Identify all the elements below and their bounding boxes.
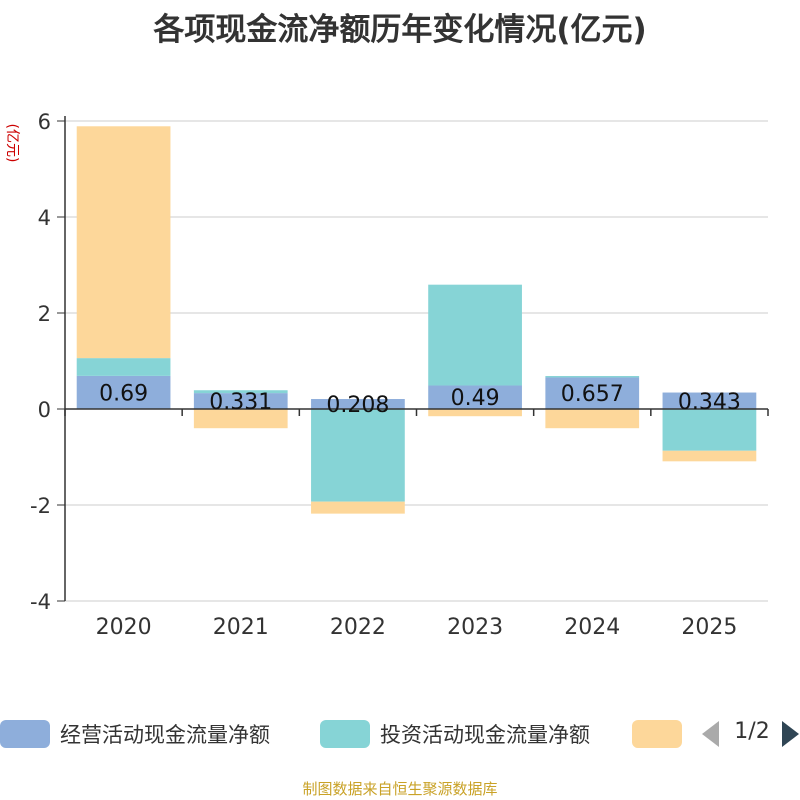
bar-3-2021	[193, 409, 288, 429]
y-axis-title: (亿元)	[4, 124, 20, 163]
data-label-2023: 0.49	[451, 386, 500, 411]
legend-pager: 1/2	[700, 716, 800, 752]
bar-3-2020	[76, 126, 171, 359]
chart-title: 各项现金流净额历年变化情况(亿元)	[153, 12, 647, 48]
x-tick-label-2023: 2023	[447, 615, 503, 640]
bar-1-2022	[311, 399, 405, 409]
bar-1-2021	[193, 393, 288, 409]
source-note: 制图数据来自恒生聚源数据库	[302, 780, 498, 798]
bar-1-2020	[76, 375, 171, 409]
axis-layer: -4 -2 0 2 4 6 (亿元) 2020 2021 2022 2023 2024 2025	[4, 110, 769, 640]
legend-label-investing: 投资活动现金流量净额	[380, 723, 590, 747]
x-tick-label-2024: 2024	[564, 615, 620, 640]
legend-swatch-operating	[0, 720, 50, 748]
bar-3-2022	[311, 501, 405, 514]
x-tick-label-2025: 2025	[681, 615, 737, 640]
legend-item-investing[interactable]: 投资活动现金流量净额	[320, 716, 590, 752]
x-tick-label-2022: 2022	[330, 615, 386, 640]
grid-layer	[65, 120, 768, 602]
y-tick-label: -4	[30, 590, 51, 614]
data-label-2021: 0.331	[209, 390, 272, 415]
x-tick-label-2020: 2020	[96, 615, 152, 640]
bar-1-2023	[428, 385, 522, 409]
bar-3-2023	[428, 409, 522, 417]
y-tick-label: -2	[30, 494, 51, 518]
legend-swatch-financing	[632, 720, 682, 748]
bar-2-2023	[428, 284, 522, 386]
bar-1-2024	[545, 377, 640, 409]
legend-swatch-investing	[320, 720, 370, 748]
bar-2-2022	[311, 409, 405, 502]
bar-2-2024	[545, 376, 640, 378]
legend-label-operating: 经营活动现金流量净额	[60, 723, 270, 747]
data-label-2024: 0.657	[561, 382, 624, 407]
y-tick-label: 6	[38, 110, 51, 134]
bar-1-2025	[662, 392, 757, 409]
label-layer: 0.69 0.331 0.208 0.49 0.657 0.343	[99, 381, 741, 418]
pager-prev-icon[interactable]	[702, 721, 719, 747]
legend-item-financing[interactable]	[632, 716, 682, 752]
bar-2-2025	[662, 409, 757, 451]
legend-item-operating[interactable]: 经营活动现金流量净额	[0, 716, 270, 752]
pager-next-icon[interactable]	[782, 721, 799, 747]
x-tick-label-2021: 2021	[213, 615, 269, 640]
bar-3-2025	[662, 450, 757, 462]
bar-3-2024	[545, 409, 640, 429]
pager-page-text: 1/2	[734, 719, 770, 744]
legend: 经营活动现金流量净额 投资活动现金流量净额	[0, 716, 800, 752]
bar-2-2021	[193, 390, 288, 394]
data-label-2025: 0.343	[678, 390, 741, 415]
y-tick-label: 0	[38, 398, 51, 422]
data-label-2022: 0.208	[326, 393, 389, 418]
data-label-2020: 0.69	[99, 381, 148, 406]
y-tick-label: 2	[38, 302, 51, 326]
bar-2-2020	[76, 358, 171, 376]
y-tick-label: 4	[38, 206, 51, 230]
bar-layer	[76, 126, 757, 514]
